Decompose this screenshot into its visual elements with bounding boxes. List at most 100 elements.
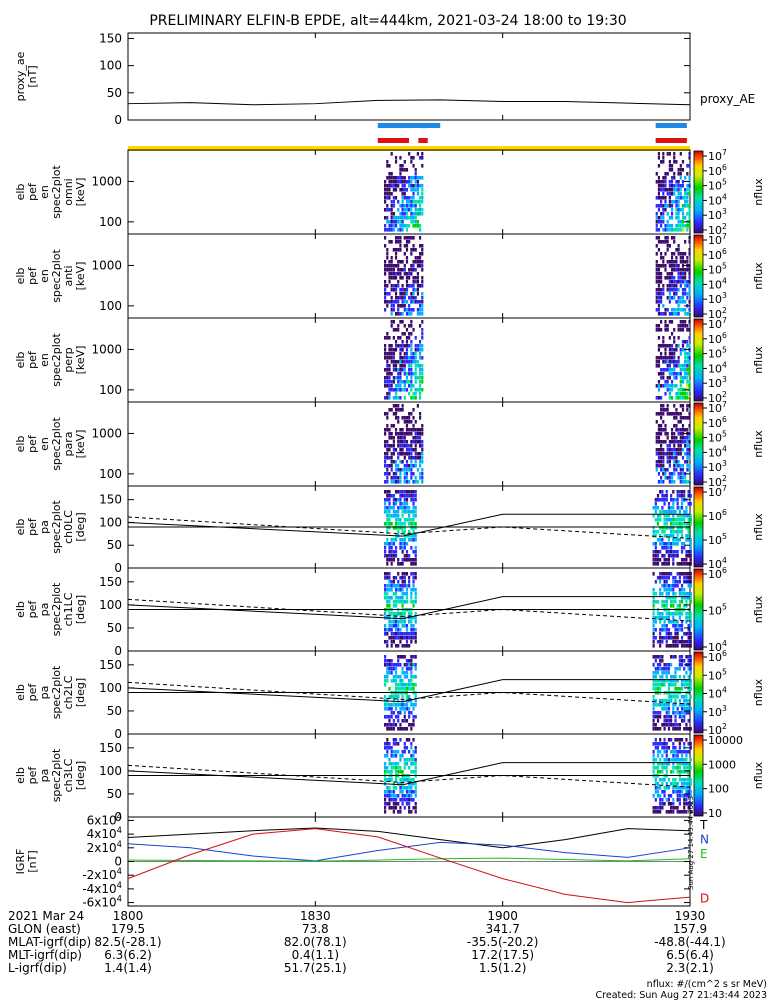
heatmap-cell <box>405 703 409 707</box>
heatmap-cell <box>397 456 400 460</box>
heatmap-cell <box>392 248 395 252</box>
heatmap-cell <box>672 620 675 624</box>
heatmap-cell <box>388 554 391 558</box>
heatmap-cell <box>408 452 411 456</box>
heatmap-cell <box>678 727 681 731</box>
heatmap-cell <box>416 436 420 440</box>
heatmap-cell <box>686 452 689 456</box>
heatmap-cell <box>390 320 393 324</box>
heatmap-cell <box>652 640 655 644</box>
heatmap-cell <box>688 288 691 292</box>
heatmap-cell <box>399 268 402 272</box>
heatmap-cell <box>667 778 671 782</box>
heatmap-cell <box>683 762 686 766</box>
heatmap-cell <box>412 770 415 774</box>
heatmap-cell <box>399 494 402 498</box>
y-tick-label: 0 <box>114 727 122 741</box>
heatmap-cell <box>661 538 664 542</box>
heatmap-cell <box>401 380 404 384</box>
heatmap-cell <box>670 440 674 444</box>
heatmap-cell <box>687 576 690 580</box>
heatmap-cell <box>672 596 675 600</box>
heatmap-cell <box>410 252 413 256</box>
heatmap-cell <box>667 526 671 530</box>
heatmap-cell <box>677 328 680 332</box>
heatmap-cell <box>668 464 671 468</box>
heatmap-cell <box>664 252 667 256</box>
heatmap-cell <box>687 794 690 798</box>
heatmap-cell <box>655 196 658 200</box>
heatmap-cell <box>672 640 675 644</box>
heatmap-cell <box>390 746 393 750</box>
heatmap-cell <box>664 208 667 212</box>
heatmap-cell <box>675 188 678 192</box>
heatmap-cell <box>390 452 393 456</box>
heatmap-cell <box>399 368 402 372</box>
heatmap-cell <box>663 562 666 566</box>
heatmap-cell <box>656 558 660 562</box>
heatmap-cell <box>681 300 685 304</box>
heatmap-cell <box>663 600 666 604</box>
heatmap-cell <box>384 224 387 228</box>
heatmap-cell <box>663 719 666 723</box>
heatmap-cell <box>689 695 692 699</box>
heatmap-cell <box>689 659 692 663</box>
heatmap-cell <box>392 268 395 272</box>
heatmap-cell <box>394 667 398 671</box>
heatmap-cell <box>410 200 413 204</box>
heatmap-cell <box>403 758 406 762</box>
heatmap-cell <box>687 640 690 644</box>
heatmap-cell <box>656 498 660 502</box>
heatmap-cell <box>392 176 395 180</box>
heatmap-cell <box>686 356 689 360</box>
heatmap-cell <box>390 468 393 472</box>
heatmap-cell <box>679 224 682 228</box>
heatmap-cell <box>384 272 387 276</box>
heatmap-cell <box>689 550 692 554</box>
heatmap-cell <box>401 502 404 506</box>
heatmap-cell <box>414 460 417 464</box>
heatmap-cell <box>652 663 655 667</box>
heatmap-cell <box>394 546 398 550</box>
heatmap-cell <box>666 244 669 248</box>
heatmap-cell <box>386 204 389 208</box>
heatmap-cell <box>674 628 677 632</box>
heatmap-cell <box>680 683 684 687</box>
heatmap-cell <box>386 196 389 200</box>
heatmap-cell <box>661 683 664 687</box>
heatmap-cell <box>678 802 681 806</box>
heatmap-cell <box>678 538 681 542</box>
heatmap-cell <box>655 224 658 228</box>
heatmap-cell <box>661 584 664 588</box>
heatmap-cell <box>401 168 404 172</box>
heatmap-cell <box>410 468 413 472</box>
heatmap-cell <box>664 424 667 428</box>
heatmap-cell <box>401 332 404 336</box>
heatmap-cell <box>403 522 406 526</box>
heatmap-cell <box>408 372 411 376</box>
heatmap-cell <box>661 782 664 786</box>
heatmap-cell <box>414 715 417 719</box>
heatmap-cell <box>414 790 417 794</box>
heatmap-cell <box>674 596 677 600</box>
heatmap-cell <box>405 452 409 456</box>
heatmap-cell <box>657 264 661 268</box>
heatmap-cell <box>414 188 417 192</box>
heatmap-cell <box>394 472 398 476</box>
heatmap-cell <box>659 580 662 584</box>
heatmap-cell <box>660 200 663 204</box>
heatmap-cell <box>679 388 682 392</box>
heatmap-cell <box>668 376 671 380</box>
heatmap-cell <box>414 376 417 380</box>
heatmap-cell <box>667 695 671 699</box>
heatmap-cell <box>680 711 684 715</box>
heatmap-cell <box>656 679 660 683</box>
heatmap-cell <box>384 228 387 232</box>
heatmap-cell <box>414 538 417 542</box>
heatmap-cell <box>399 204 402 208</box>
heatmap-cell <box>679 152 682 156</box>
heatmap-cell <box>418 476 422 480</box>
heatmap-cell <box>674 636 677 640</box>
heatmap-cell <box>405 440 409 444</box>
heatmap-cell <box>659 518 662 522</box>
